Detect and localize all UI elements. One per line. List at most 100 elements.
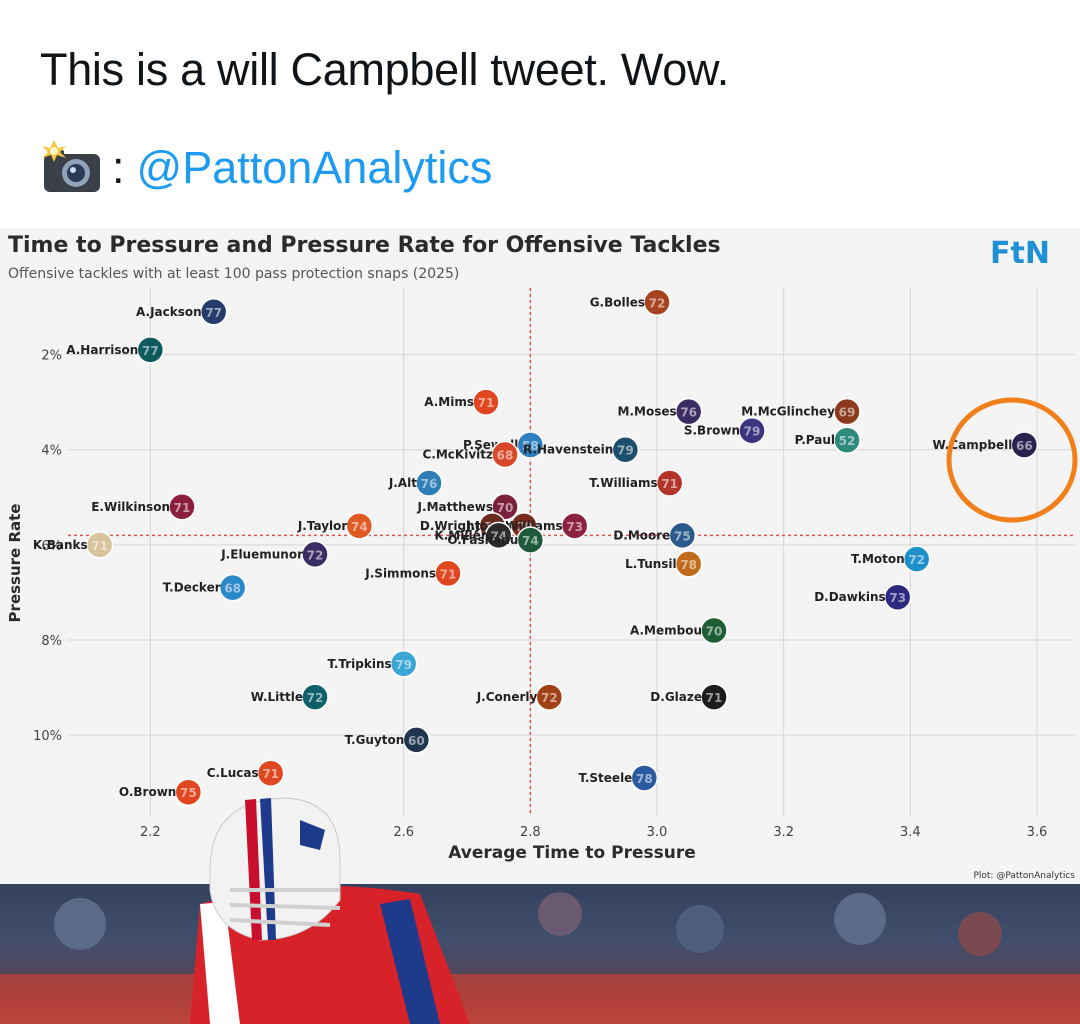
x-tick-label: 3.6: [1027, 825, 1048, 840]
point-marker: [174, 778, 203, 806]
point-number: 77: [142, 344, 159, 358]
point-number: 75: [674, 529, 691, 543]
point-label: T.Tripkins: [327, 657, 391, 671]
point-marker: [136, 336, 165, 364]
ftn-logo: FtN: [990, 236, 1050, 271]
point-label: O.Fashanu: [447, 533, 518, 547]
patriots-helmet: [209, 797, 341, 941]
point-number: 79: [617, 444, 634, 458]
point-number: 71: [91, 539, 108, 553]
data-point: 71 A.Mims: [424, 388, 500, 416]
point-marker: [415, 469, 443, 497]
point-label: J.Eluemunor: [220, 547, 303, 561]
data-point: 72T.Moton: [851, 545, 931, 573]
chart-title: Time to Pressure and Pressure Rate for O…: [8, 233, 721, 258]
point-number: 71: [478, 396, 495, 410]
point-marker: [883, 583, 912, 611]
point-number: 76: [680, 406, 697, 420]
point-label: J.Conerly: [476, 690, 538, 704]
data-point: 78 T.Steele: [578, 764, 659, 792]
point-marker: [345, 512, 374, 540]
data-point: 74O.Fashanu: [447, 526, 545, 554]
point-marker: [516, 526, 545, 554]
point-label: O.Brown: [119, 785, 176, 799]
point-marker: [491, 493, 519, 521]
point-number: 71: [174, 501, 191, 515]
point-number: 72: [307, 691, 324, 705]
data-point: 72 J.Eluemunor: [220, 540, 329, 569]
data-point: 71K.Banks: [33, 531, 114, 559]
data-point: 71C.Lucas: [207, 759, 285, 787]
point-label: D.Moore: [613, 528, 670, 542]
tweet: This is a will Campbell tweet. Wow. : @P…: [0, 0, 1080, 228]
point-marker: [833, 426, 861, 454]
point-number: 72: [649, 296, 666, 310]
point-number: 66: [1016, 439, 1033, 453]
scatter-chart: Time to Pressure and Pressure Rate for O…: [6, 233, 1078, 881]
point-number: 60: [408, 734, 425, 748]
point-number: 72: [307, 548, 324, 562]
point-label: W.Campbell: [933, 438, 1013, 452]
data-point: 71 E.Wilkinson: [91, 493, 196, 521]
tweet-text: This is a will Campbell tweet. Wow.: [40, 44, 729, 95]
x-tick-label: 2.8: [520, 825, 541, 840]
data-point: 70 A.Membou: [630, 616, 728, 645]
point-number: 79: [744, 425, 761, 439]
point-marker: [902, 545, 931, 573]
point-number: 52: [839, 434, 856, 448]
point-marker: [256, 759, 285, 787]
data-point: 72 G.Bolles: [590, 288, 671, 317]
y-tick-label: 6%: [41, 539, 62, 554]
data-point: 71 T.Williams: [589, 469, 684, 497]
data-point: 73 D.Dawkins: [814, 583, 912, 611]
point-marker: [674, 397, 703, 426]
point-marker: [434, 559, 462, 588]
point-label: C.McKivitz: [423, 447, 494, 461]
data-point: 52 P.Paul: [795, 426, 861, 454]
point-marker: [199, 298, 228, 326]
data-point: 71 D.Glaze: [650, 683, 728, 711]
point-number: 70: [497, 501, 514, 515]
point-number: 71: [706, 691, 723, 705]
point-marker: [560, 512, 589, 540]
y-tick-label: 10%: [33, 729, 62, 744]
point-marker: [484, 521, 513, 550]
point-label: T.Williams: [589, 476, 657, 490]
point-marker: [655, 469, 684, 497]
data-point: 60T.Guyton: [345, 726, 431, 754]
point-number: 77: [205, 306, 222, 320]
data-point: 77 A.Harrison: [66, 336, 165, 364]
point-label: W.Little: [251, 690, 303, 704]
data-point: 72J.Conerly: [476, 683, 564, 711]
x-tick-label: 2.2: [140, 825, 161, 840]
point-label: J.Alt: [388, 476, 417, 490]
point-label: D.Wright: [420, 519, 481, 533]
point-number: 74: [490, 529, 507, 543]
data-point: 70 J.Matthews: [417, 493, 519, 521]
point-marker: [168, 493, 196, 521]
point-number: 79: [395, 658, 412, 672]
chart-image: Time to Pressure and Pressure Rate for O…: [0, 228, 1080, 884]
player-photo: [0, 884, 1080, 1024]
y-axis-label: Pressure Rate: [6, 504, 24, 623]
data-point: 68C.McKivitz: [423, 440, 519, 469]
point-marker: [491, 440, 519, 469]
point-number: 70: [706, 624, 723, 638]
point-marker: [738, 416, 766, 445]
data-point: 72 W.Little: [251, 683, 329, 711]
point-marker: [218, 573, 247, 602]
point-label: E.Wilkinson: [91, 500, 170, 514]
credit-handle-link[interactable]: @PattonAnalytics: [136, 142, 493, 193]
point-label: L.Tunsil: [625, 557, 677, 571]
data-point: 79 S.Brown: [684, 416, 766, 445]
point-marker: [630, 764, 659, 792]
x-tick-label: 2.6: [393, 825, 414, 840]
data-points: 77A.Jackson77A.Harrison72G.Bolles69M.McG…: [33, 288, 1039, 806]
data-point: 68T.Decker: [163, 573, 247, 602]
point-label: A.Mims: [424, 395, 474, 409]
point-number: 68: [497, 448, 514, 462]
point-label: K.Banks: [33, 538, 88, 552]
data-point: 73 J.Williams: [495, 512, 589, 540]
point-marker: [1010, 431, 1039, 459]
x-tick-label: 3.2: [773, 825, 794, 840]
